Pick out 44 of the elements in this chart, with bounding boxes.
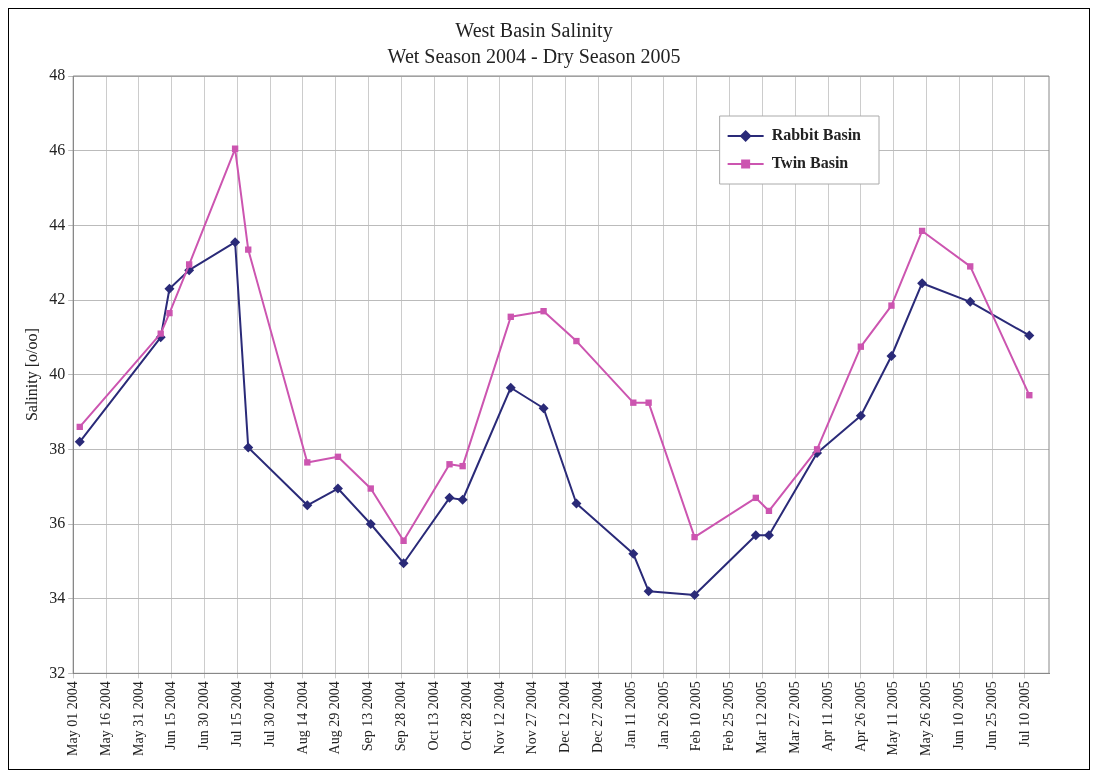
- x-tick-label: May 01 2004: [64, 681, 80, 757]
- y-axis-title: Salinity [o/oo]: [22, 328, 41, 422]
- x-tick-label: Jun 30 2004: [196, 681, 212, 750]
- y-tick-label: 42: [49, 290, 66, 308]
- x-tick-label: Oct 28 2004: [458, 681, 474, 751]
- y-tick-label: 46: [49, 140, 66, 158]
- x-tick-label: Jan 26 2005: [655, 681, 671, 750]
- x-tick-label: Sep 28 2004: [393, 681, 409, 752]
- x-tick-label: Jun 25 2005: [983, 681, 999, 750]
- y-tick-label: 48: [49, 66, 66, 84]
- x-tick-label: Jan 11 2005: [622, 681, 638, 749]
- chart-subtitle: Wet Season 2004 - Dry Season 2005: [387, 45, 681, 69]
- y-tick-label: 36: [49, 514, 66, 532]
- x-tick-label: Mar 12 2005: [754, 681, 770, 754]
- x-tick-label: Oct 13 2004: [425, 681, 441, 751]
- x-tick-label: Dec 12 2004: [557, 681, 573, 753]
- x-tick-label: Aug 29 2004: [327, 681, 343, 755]
- x-tick-label: Apr 11 2005: [819, 681, 835, 752]
- x-tick-label: Jun 10 2005: [950, 681, 966, 750]
- chart-title: West Basin Salinity: [455, 19, 613, 43]
- x-tick-label: Nov 27 2004: [524, 681, 540, 755]
- x-tick-label: May 11 2005: [885, 681, 901, 756]
- x-tick-label: Feb 25 2005: [721, 681, 737, 752]
- y-tick-label: 38: [49, 439, 66, 457]
- x-tick-label: Nov 12 2004: [491, 681, 507, 755]
- x-tick-label: Feb 10 2005: [688, 681, 704, 752]
- x-tick-label: Jul 30 2004: [261, 681, 277, 747]
- x-tick-label: Jul 15 2004: [228, 681, 244, 747]
- x-tick-label: Jun 15 2004: [163, 681, 179, 750]
- legend-label: Twin Basin: [771, 154, 849, 172]
- y-tick-label: 44: [49, 215, 66, 233]
- legend-label: Rabbit Basin: [771, 126, 862, 144]
- x-tick-label: Apr 26 2005: [852, 681, 868, 753]
- x-tick-label: Jul 10 2005: [1016, 681, 1032, 747]
- x-tick-label: Dec 27 2004: [589, 681, 605, 753]
- x-tick-label: May 16 2004: [97, 681, 113, 757]
- x-tick-label: May 26 2005: [918, 681, 934, 757]
- x-tick-label: Mar 27 2005: [786, 681, 802, 754]
- y-tick-label: 32: [49, 663, 66, 681]
- y-tick-label: 40: [49, 364, 66, 382]
- x-tick-label: Sep 13 2004: [360, 681, 376, 752]
- y-tick-label: 34: [49, 588, 66, 606]
- x-tick-label: May 31 2004: [130, 681, 146, 757]
- x-tick-label: Aug 14 2004: [294, 681, 310, 755]
